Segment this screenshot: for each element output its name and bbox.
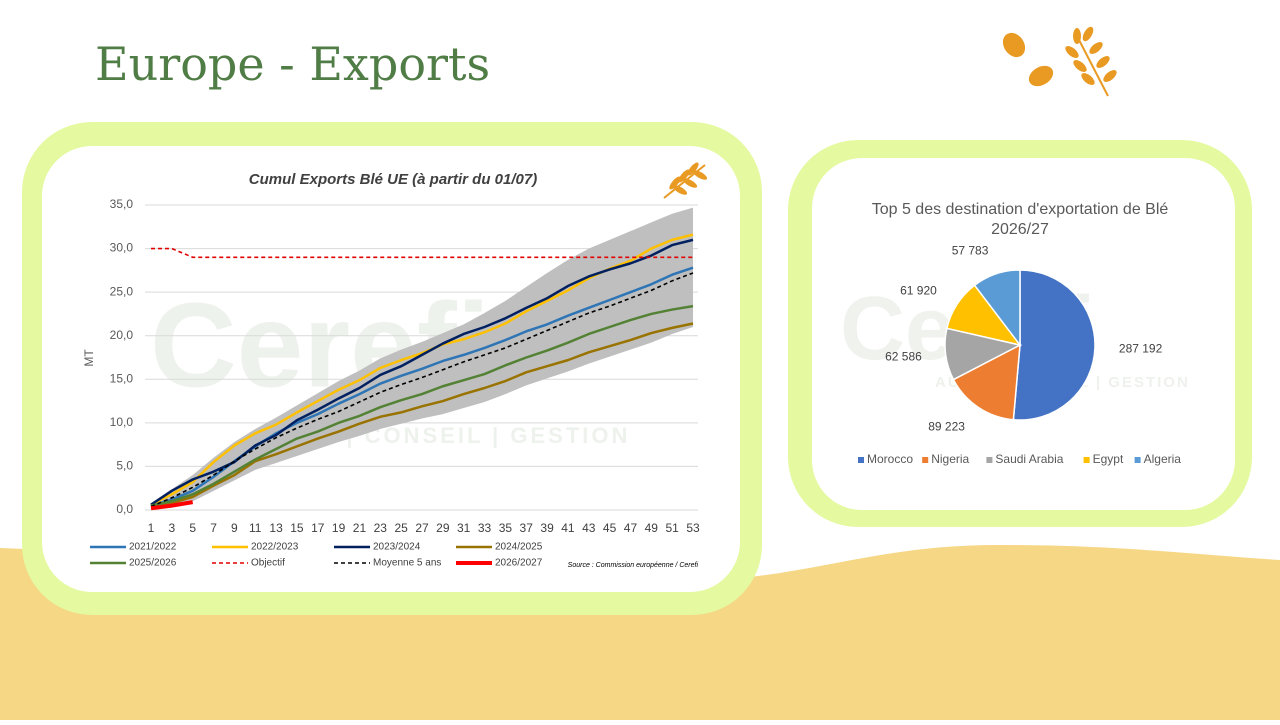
legend-label: 2021/2022 [129,542,177,553]
legend-label: Moyenne 5 ans [373,558,441,569]
x-tick-label: 53 [686,521,700,535]
x-tick-label: 45 [603,521,617,535]
x-tick-label: 43 [582,521,596,535]
x-tick-label: 49 [645,521,659,535]
x-tick-label: 35 [499,521,513,535]
data-label: 287 192 [1119,342,1163,356]
x-tick-label: 33 [478,521,492,535]
legend-label: 2022/2023 [251,542,299,553]
series-line [150,500,194,511]
legend-label: Algeria [1144,452,1182,466]
legend-swatch [1134,457,1141,463]
legend-label: Morocco [867,452,913,466]
x-tick-label: 25 [394,521,408,535]
x-tick-label: 39 [540,521,554,535]
y-tick-label: 25,0 [110,284,134,298]
x-tick-label: 7 [210,521,217,535]
legend-label: Nigeria [931,452,969,466]
data-label: 61 920 [900,284,937,298]
pie-title: Top 5 des destination d'exportation de B… [871,201,1169,238]
y-axis-label: MT [82,349,96,367]
legend-label: 2026/2027 [495,558,543,569]
y-tick-label: 5,0 [116,459,133,473]
x-tick-label: 13 [269,521,283,535]
data-label: 62 586 [885,350,922,364]
pie-slice [1012,269,1096,421]
x-tick-label: 1 [148,521,155,535]
x-tick-label: 19 [332,521,346,535]
legend-swatch [858,457,864,463]
x-tick-label: 17 [311,521,325,535]
x-tick-label: 3 [169,521,176,535]
x-tick-label: 15 [290,521,304,535]
y-tick-label: 35,0 [110,197,134,211]
data-label: 89 223 [928,419,965,433]
series-line [151,247,693,259]
x-tick-label: 11 [249,521,262,535]
x-tick-label: 37 [520,521,534,535]
series-line [150,238,694,506]
x-tick-label: 27 [415,521,429,535]
y-tick-label: 20,0 [110,328,134,342]
data-label: 57 783 [952,243,989,257]
legend-label: Saudi Arabia [995,452,1063,466]
wheat-icon [663,162,708,199]
page-title: Europe - Exports [95,37,490,91]
source-note: Source : Commission européenne / Cerefi [568,562,699,569]
legend-label: 2025/2026 [129,558,177,569]
chart-title: Cumul Exports Blé UE (à partir du 01/07) [249,171,537,188]
legend-swatch [986,457,993,463]
legend-swatch [922,457,929,463]
x-tick-label: 5 [189,521,196,535]
series-line [150,304,694,507]
legend-label: Egypt [1093,452,1124,466]
wheat-icon [1002,26,1117,97]
x-tick-label: 23 [374,521,388,535]
y-tick-label: 0,0 [116,502,133,516]
legend-swatch [1083,457,1090,463]
x-tick-label: 51 [665,521,679,535]
pie-slice [952,343,1021,421]
x-tick-label: 29 [436,521,450,535]
series-line [150,322,694,508]
x-tick-label: 47 [624,521,638,535]
x-tick-label: 31 [457,521,471,535]
legend-label: 2023/2024 [373,542,421,553]
x-tick-label: 41 [561,521,575,535]
y-tick-label: 30,0 [110,241,134,255]
legend-label: Objectif [251,558,285,569]
legend-label: 2024/2025 [495,542,543,553]
x-tick-label: 9 [231,521,238,535]
x-tick-label: 21 [353,521,367,535]
y-tick-label: 15,0 [110,371,134,385]
y-tick-label: 10,0 [110,415,134,429]
pie-slice [973,269,1021,348]
